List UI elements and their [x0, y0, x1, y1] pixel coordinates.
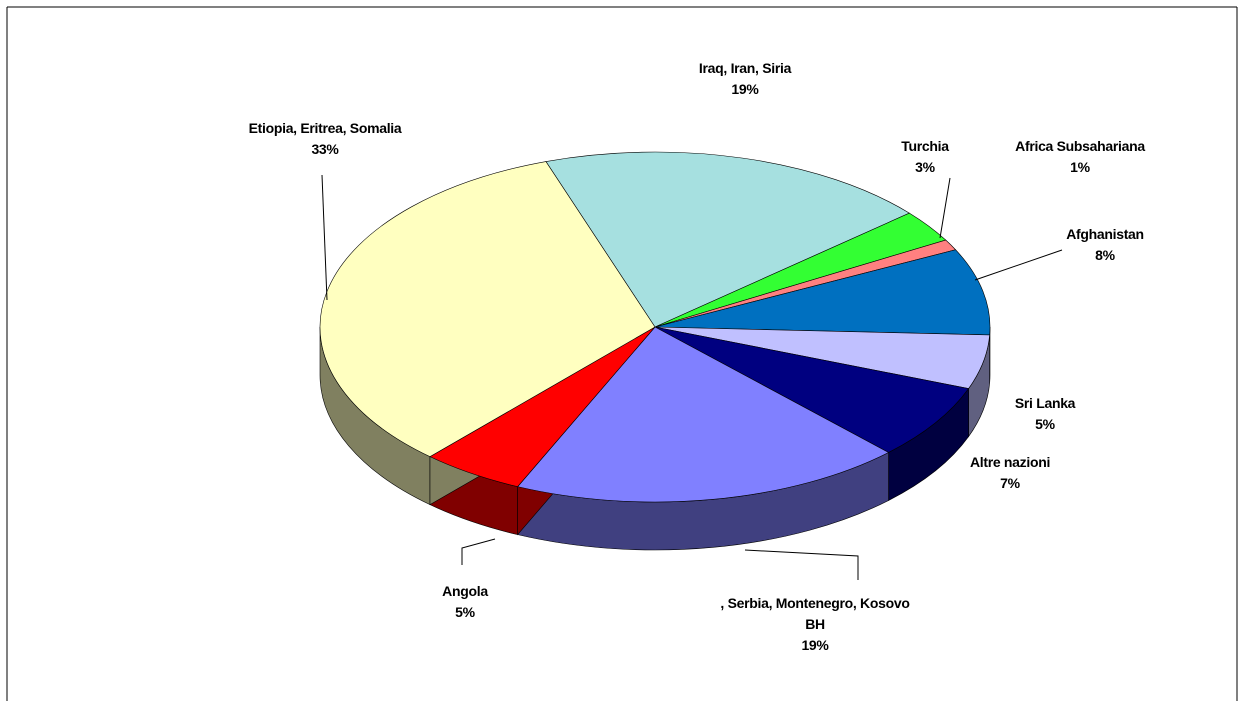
- slice-name: Sri Lanka: [1014, 395, 1076, 411]
- slice-label: Sri Lanka 5%: [1014, 393, 1076, 435]
- slice-name: , Serbia, Montenegro, Kosovo BH: [720, 595, 910, 632]
- leader-line: [321, 174, 328, 301]
- slice-name: Angola: [442, 583, 488, 599]
- slice-name: Turchia: [901, 138, 949, 154]
- slice-percent: 5%: [1035, 416, 1055, 432]
- slice-label: Afghanistan 8%: [1066, 224, 1144, 266]
- slice-name: Iraq, Iran, Siria: [698, 60, 792, 76]
- slice-percent: 19%: [731, 81, 759, 97]
- leader-line: [461, 538, 496, 565]
- pie-slice: [654, 249, 991, 336]
- slice-label: Turchia 3%: [901, 136, 949, 178]
- pie-slice: [517, 326, 890, 503]
- slice-percent: 8%: [1095, 247, 1115, 263]
- slice-percent: 5%: [455, 604, 475, 620]
- slice-label: Iraq, Iran, Siria 19%: [699, 58, 791, 100]
- slice-percent: 1%: [1070, 159, 1090, 175]
- pie-slice: [545, 151, 910, 328]
- slice-name: Etiopia, Eritrea, Somalia: [248, 120, 402, 136]
- slice-label: Africa Subsahariana 1%: [1015, 136, 1145, 178]
- slice-label: Etiopia, Eritrea, Somalia 33%: [249, 118, 402, 160]
- slice-label: , Serbia, Montenegro, Kosovo BH 19%: [720, 593, 909, 656]
- slice-name: Altre nazioni: [969, 454, 1051, 470]
- slice-percent: 3%: [915, 159, 935, 175]
- slice-percent: 19%: [801, 637, 829, 653]
- pie-slice: [654, 326, 970, 453]
- leader-line: [974, 249, 1063, 281]
- slice-label: Angola 5%: [442, 581, 488, 623]
- slice-percent: 33%: [311, 141, 339, 157]
- slice-label: Altre nazioni 7%: [970, 452, 1050, 494]
- leader-line: [939, 177, 951, 239]
- slice-name: Afghanistan: [1066, 226, 1144, 242]
- slice-name: Africa Subsahariana: [1015, 138, 1145, 154]
- slice-percent: 7%: [1000, 475, 1020, 491]
- leader-line: [744, 549, 859, 580]
